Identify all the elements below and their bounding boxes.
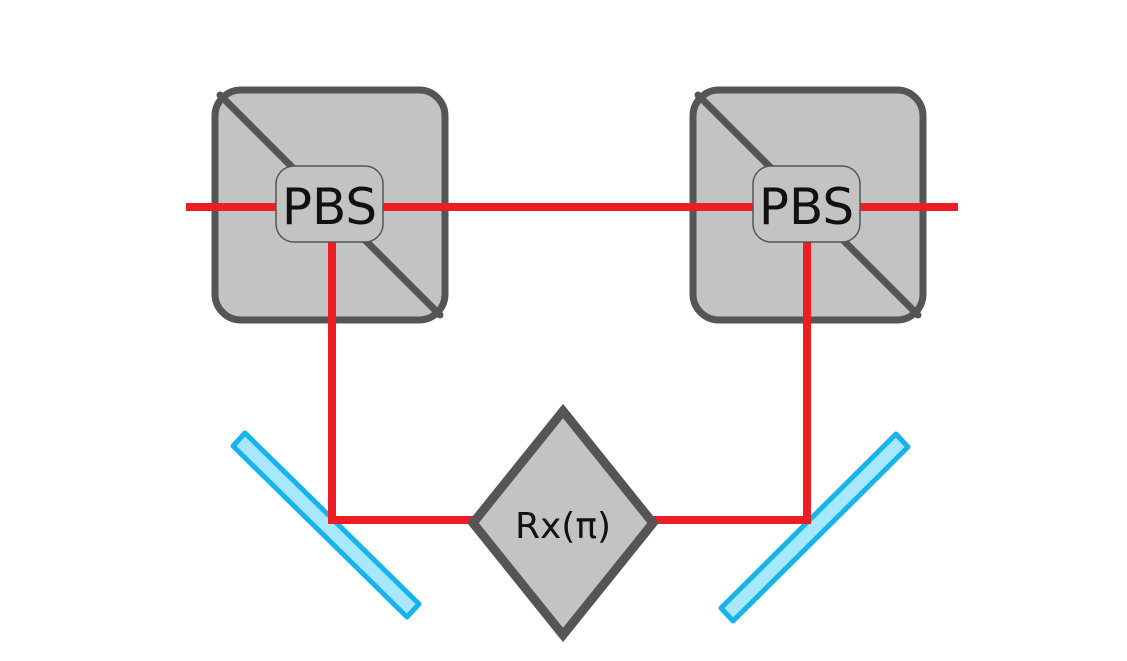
beam-lower-left [328,240,478,524]
beam-paths [186,203,958,524]
beam-lower-right [647,240,811,524]
pbs-left-label: PBS [282,178,377,236]
pbs-right-label-background [752,165,861,243]
rotator-diamond [467,403,659,643]
mirror-right [718,431,911,624]
rotator-label: Rx(π) [515,506,611,547]
mirror-left [230,430,422,620]
pbs-left-label-box: PBS [275,165,384,243]
pbs-left-label-background [275,165,384,243]
mirror-right-plate [718,431,911,624]
mirror-left-plate [230,430,422,620]
pbs-right-label-box: PBS [752,165,861,243]
pbs-right-label: PBS [759,178,854,236]
rotator-element: Rx(π) [467,403,659,643]
